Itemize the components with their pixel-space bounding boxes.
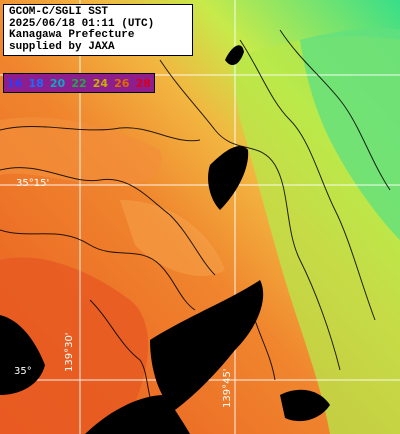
land-north-tip xyxy=(225,45,244,66)
temperature-legend: 16 18 20 22 24 26 28 xyxy=(3,73,155,93)
latitude-label-35-15: 35°15' xyxy=(16,178,50,189)
legend-cell-26: 26 xyxy=(114,76,130,90)
legend-cell-20: 20 xyxy=(49,76,66,90)
land-izu xyxy=(0,315,45,395)
longitude-label-139-30: 139°30' xyxy=(64,332,75,372)
longitude-label-139-45: 139°45' xyxy=(222,368,233,408)
land xyxy=(0,45,330,434)
sea-band-mid xyxy=(120,200,225,276)
info-line-region: Kanagawa Prefecture xyxy=(9,29,135,42)
info-box: GCOM-C/SGLI SST 2025/06/18 01:11 (UTC) K… xyxy=(3,4,193,56)
info-line-timestamp: 2025/06/18 01:11 (UTC) xyxy=(9,17,155,30)
isotherm-contours xyxy=(0,29,391,421)
sea-band-upper xyxy=(0,117,162,186)
legend-cell-22: 22 xyxy=(71,76,87,90)
warm-water-sagami xyxy=(0,257,149,434)
legend-cell-18: 18 xyxy=(28,76,44,90)
info-line-credit: supplied by JAXA xyxy=(9,40,115,53)
legend-cell-24: 24 xyxy=(92,76,109,90)
land-east-islet xyxy=(280,389,330,422)
legend-cell-28: 28 xyxy=(135,76,151,90)
cold-water-northeast xyxy=(300,28,400,240)
land-south-coast xyxy=(85,395,190,434)
latitude-label-35-00: 35° xyxy=(14,366,32,377)
land-yokosuka xyxy=(208,145,249,210)
info-line-sensor: GCOM-C/SGLI SST xyxy=(9,6,109,18)
land-boso-west xyxy=(150,280,264,410)
legend-cell-16: 16 xyxy=(7,76,23,90)
